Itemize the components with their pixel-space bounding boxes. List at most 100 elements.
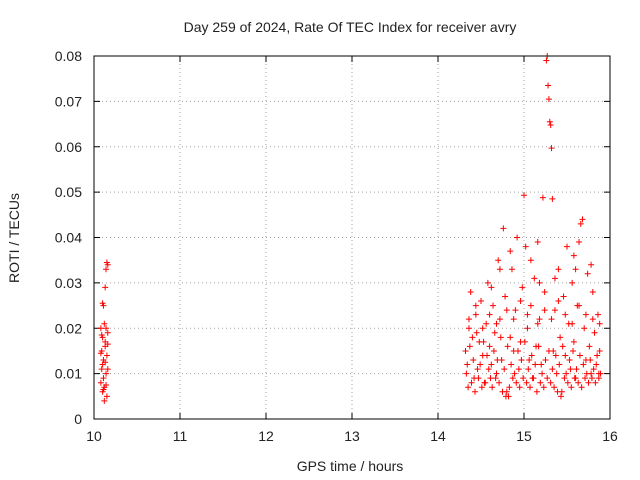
x-tick-label: 12 — [258, 428, 274, 444]
data-point — [480, 338, 487, 345]
data-point — [578, 384, 585, 391]
data-point — [587, 357, 594, 364]
data-point — [584, 270, 591, 277]
data-point — [514, 347, 521, 354]
data-point — [503, 307, 510, 314]
data-point — [100, 375, 107, 382]
data-point — [557, 393, 564, 400]
data-point — [484, 352, 491, 359]
data-point — [102, 359, 109, 366]
data-point — [103, 266, 110, 273]
data-point — [466, 343, 473, 350]
data-point — [539, 370, 546, 377]
data-point — [516, 384, 523, 391]
data-point — [548, 316, 555, 323]
chart-title: Day 259 of 2024, Rate Of TEC Index for r… — [184, 19, 517, 35]
data-point — [506, 384, 513, 391]
data-point — [475, 375, 482, 382]
data-point — [504, 343, 511, 350]
data-point — [104, 366, 111, 373]
data-point — [545, 82, 552, 89]
tick-labels: 10 11 12 13 14 15 16 0 0.01 0.02 0.03 0.04 0.05 0.06 0… — [55, 48, 618, 444]
y-tick-label: 0 — [74, 411, 82, 427]
data-point — [514, 234, 521, 241]
data-point — [490, 302, 497, 309]
data-point — [593, 361, 600, 368]
data-point — [508, 361, 515, 368]
data-point — [566, 357, 573, 364]
data-point — [533, 388, 540, 395]
data-point — [465, 316, 472, 323]
data-point — [588, 261, 595, 268]
data-point — [592, 379, 599, 386]
data-point — [594, 311, 601, 318]
data-point — [499, 388, 506, 395]
data-point — [591, 329, 598, 336]
data-point — [513, 379, 520, 386]
data-point — [102, 284, 109, 291]
data-point — [540, 384, 547, 391]
data-point — [474, 366, 481, 373]
y-tick-label: 0.03 — [55, 275, 82, 291]
data-point — [582, 375, 589, 382]
data-point — [532, 361, 539, 368]
data-point — [517, 298, 524, 305]
data-point — [502, 393, 509, 400]
data-point — [548, 145, 555, 152]
data-point — [465, 325, 472, 332]
data-point — [579, 216, 586, 223]
x-tick-label: 11 — [173, 428, 188, 444]
data-point — [546, 118, 553, 125]
data-point — [557, 334, 564, 341]
data-point — [560, 293, 567, 300]
data-point — [588, 375, 595, 382]
data-point — [502, 293, 509, 300]
data-point — [511, 370, 518, 377]
data-point — [484, 279, 491, 286]
data-point — [570, 347, 577, 354]
data-point — [573, 366, 580, 373]
data-point — [97, 379, 104, 386]
data-point — [541, 307, 548, 314]
data-point — [490, 347, 497, 354]
data-point — [582, 311, 589, 318]
data-point — [521, 338, 528, 345]
x-tick-label: 13 — [344, 428, 360, 444]
data-point — [562, 311, 569, 318]
data-point — [552, 352, 559, 359]
data-point — [555, 266, 562, 273]
data-point — [535, 343, 542, 350]
data-point — [470, 357, 477, 364]
data-point — [589, 316, 596, 323]
data-point — [585, 379, 592, 386]
data-point — [541, 288, 548, 295]
data-point — [491, 329, 498, 336]
data-point — [570, 252, 577, 259]
data-point — [494, 357, 501, 364]
x-tick-label: 15 — [516, 428, 532, 444]
data-point — [571, 375, 578, 382]
y-tick-label: 0.05 — [55, 184, 82, 200]
data-point — [465, 384, 472, 391]
data-point — [549, 195, 556, 202]
data-point — [568, 384, 575, 391]
data-point — [549, 366, 556, 373]
data-point — [492, 375, 499, 382]
data-point — [590, 366, 597, 373]
data-point — [464, 361, 471, 368]
data-point — [496, 316, 503, 323]
data-point — [522, 243, 529, 250]
y-tick-label: 0.08 — [55, 48, 82, 64]
data-point — [547, 379, 554, 386]
data-point — [500, 225, 507, 232]
data-point — [473, 329, 480, 336]
data-point — [104, 341, 111, 348]
data-point — [489, 384, 496, 391]
data-point — [103, 259, 110, 266]
data-point — [556, 361, 563, 368]
data-point — [542, 357, 549, 364]
data-point — [520, 375, 527, 382]
data-point — [462, 347, 469, 354]
data-point — [101, 397, 108, 404]
data-point — [594, 352, 601, 359]
